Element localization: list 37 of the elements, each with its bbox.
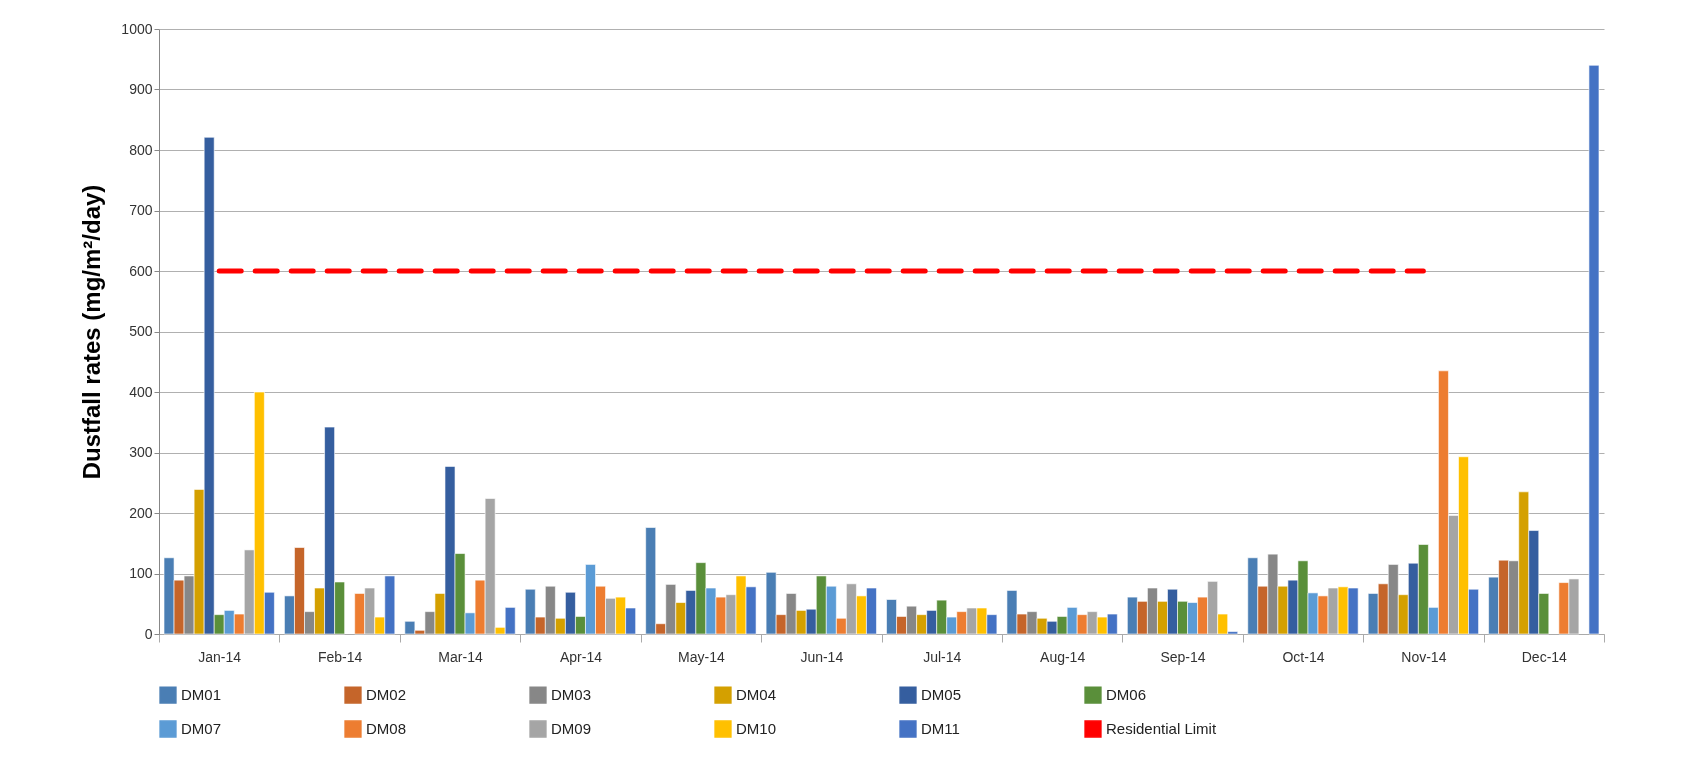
legend-label: DM08 <box>366 720 407 737</box>
x-tick-label: Jun-14 <box>800 648 844 665</box>
x-tick-label: Oct-14 <box>1282 648 1325 665</box>
bar <box>1588 65 1600 635</box>
y-tick-label: 600 <box>129 262 153 279</box>
x-tick-label: May-14 <box>678 648 725 665</box>
legend-label: DM07 <box>181 720 222 737</box>
legend-label: DM09 <box>551 720 592 737</box>
y-tick-label: 500 <box>129 323 153 339</box>
legend-label: DM10 <box>736 720 777 737</box>
y-axis-title: Dustfall rates (mg/m²/day) <box>78 184 106 480</box>
x-tick-label: Dec-14 <box>1521 648 1568 665</box>
legend-label: DM06 <box>1106 686 1147 704</box>
legend-label: DM02 <box>366 686 407 704</box>
y-tick-label: 800 <box>129 141 153 158</box>
y-tick-label: 300 <box>129 444 153 460</box>
x-tick-label: Sep-14 <box>1160 648 1206 665</box>
x-tick-label: Jul-14 <box>923 648 962 665</box>
legend-label: DM05 <box>921 686 962 704</box>
x-tick-label: Aug-14 <box>1040 648 1086 665</box>
x-tick-label: Nov-14 <box>1401 648 1447 665</box>
y-tick-label: 1000 <box>121 20 153 37</box>
x-tick-label: Feb-14 <box>317 648 363 665</box>
legend-label: DM11 <box>921 720 960 737</box>
legend-label: DM01 <box>181 686 222 704</box>
y-tick-label: 100 <box>129 565 153 581</box>
legend-label: DM03 <box>551 686 592 704</box>
y-tick-label: 900 <box>129 81 153 97</box>
y-tick-label: 0 <box>144 625 153 642</box>
y-tick-label: 200 <box>129 504 153 521</box>
legend-label: Residential Limit <box>1106 720 1217 737</box>
x-tick-label: Apr-14 <box>559 648 603 665</box>
y-tick-label: 700 <box>129 202 153 218</box>
x-tick-label: Mar-14 <box>438 648 483 665</box>
x-tick-label: Jan-14 <box>198 648 242 665</box>
legend-label: DM04 <box>736 686 777 704</box>
y-tick-label: 400 <box>129 383 153 400</box>
